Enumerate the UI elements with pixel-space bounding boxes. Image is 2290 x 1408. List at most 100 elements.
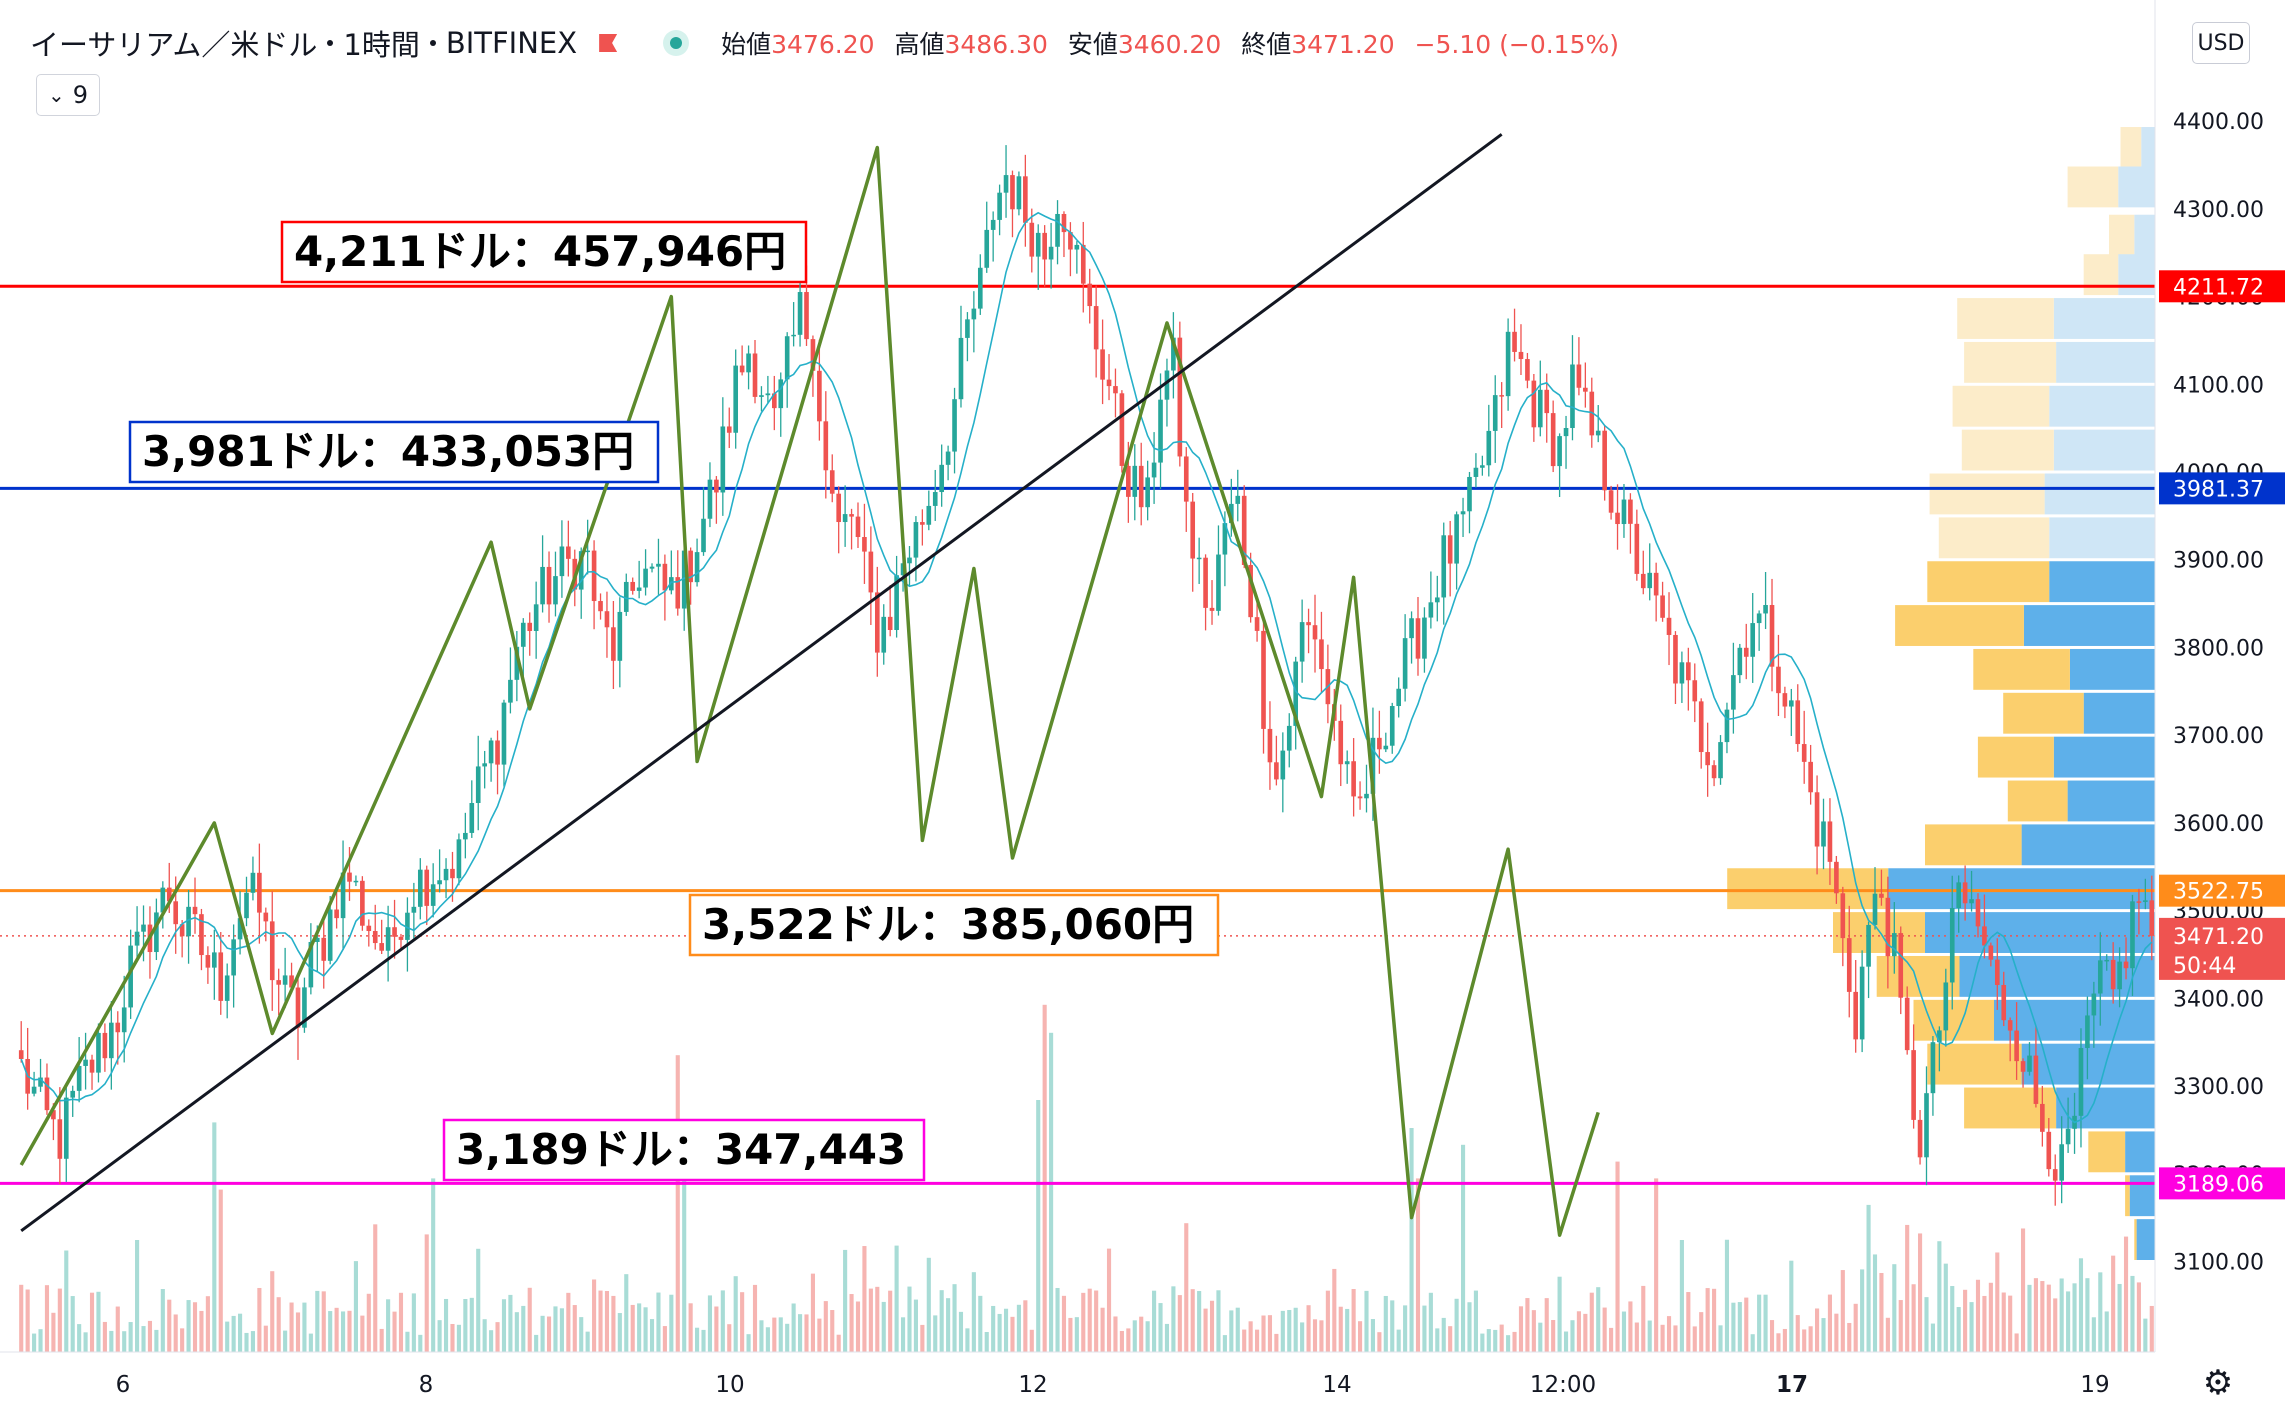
volume-bar	[656, 1292, 661, 1352]
volume-bar	[1641, 1285, 1646, 1352]
volume-bar	[1943, 1263, 1948, 1352]
volume-bar	[1287, 1309, 1292, 1352]
candle-body	[44, 1077, 50, 1111]
symbol-name[interactable]: イーサリアム／米ドル	[30, 28, 318, 62]
flag-icon[interactable]	[597, 32, 619, 54]
gear-icon[interactable]: ⚙	[2203, 1363, 2233, 1403]
ohlc-readout: 始値3476.20 高値3486.30 安値3460.20 終値3471.20 …	[721, 25, 1631, 61]
candle-body	[1306, 622, 1311, 626]
volume-bar	[1596, 1287, 1601, 1352]
level-annotation-box[interactable]	[280, 220, 808, 284]
volume-profile-up-bar	[2125, 1131, 2155, 1173]
candle-body	[57, 1119, 63, 1159]
indicators-toggle-button[interactable]: ⌄ 9	[36, 74, 100, 116]
candle-body	[1769, 605, 1775, 667]
candle-body	[611, 627, 616, 661]
candle-body	[411, 906, 417, 913]
candle-body	[1190, 501, 1196, 559]
volume-bar	[1956, 1307, 1961, 1352]
y-tick-label: 4300.00	[2173, 198, 2264, 223]
trend-line[interactable]	[20, 133, 1503, 1233]
volume-bar	[1557, 1276, 1562, 1352]
interval-label[interactable]: 1時間	[343, 28, 420, 62]
candle-body	[1776, 666, 1781, 694]
candle-body	[726, 426, 732, 433]
candle-body	[109, 1022, 114, 1059]
candle-body	[1267, 728, 1273, 763]
zigzag-line[interactable]	[19, 145, 1600, 1237]
volume-bar	[572, 1305, 577, 1352]
volume-bar	[1538, 1322, 1543, 1352]
volume-bar	[785, 1323, 790, 1352]
volume-bar	[1879, 1272, 1884, 1352]
volume-bar	[295, 1312, 301, 1352]
candle-body	[1634, 523, 1640, 574]
currency-button[interactable]: USD	[2192, 22, 2250, 64]
volume-bar	[2078, 1258, 2084, 1352]
chevron-down-icon: ⌄	[47, 83, 65, 107]
candle-body	[1274, 762, 1279, 780]
candle-body	[559, 546, 565, 577]
candle-body	[907, 557, 912, 564]
level-annotation-box[interactable]	[442, 1118, 926, 1182]
level-annotation-box[interactable]	[688, 893, 1220, 957]
volume-profile-down-bar	[1973, 648, 2070, 690]
volume-bar	[1950, 1286, 1955, 1352]
volume-bar	[2111, 1255, 2116, 1352]
volume-bar	[1351, 1289, 1356, 1352]
volume-profile-up-bar	[2056, 1087, 2155, 1129]
volume-bar	[405, 1331, 410, 1352]
volume-bar	[1493, 1329, 1498, 1352]
volume-bar	[566, 1292, 571, 1352]
volume-bar	[1776, 1333, 1781, 1352]
separator-dot	[429, 40, 436, 46]
time-axis-background	[0, 1352, 2290, 1404]
candle-body	[1492, 395, 1498, 431]
volume-bar	[984, 1331, 989, 1352]
volume-bar	[1049, 1032, 1054, 1352]
volume-bar	[598, 1290, 603, 1352]
candle-body	[1647, 572, 1653, 589]
candle-body	[250, 872, 256, 893]
candle-body	[334, 909, 339, 919]
volume-bar	[1757, 1294, 1762, 1352]
volume-bar	[1087, 1288, 1092, 1352]
volume-bar	[2001, 1292, 2006, 1352]
candle-body	[1898, 933, 1904, 998]
volume-bar	[1563, 1331, 1569, 1352]
level-annotation-box[interactable]	[128, 420, 660, 484]
volume-bar	[1345, 1308, 1350, 1352]
volume-bar	[1203, 1308, 1208, 1352]
candle-body	[1602, 430, 1607, 491]
volume-bar	[592, 1279, 597, 1352]
candle-body	[1563, 428, 1569, 437]
level-annotation-text: 3,189ドル：347,443	[456, 1125, 906, 1174]
candle-body	[952, 399, 957, 452]
volume-bar	[1724, 1239, 1730, 1352]
y-tick-label: 3100.00	[2173, 1251, 2264, 1276]
volume-bar	[25, 1289, 30, 1352]
candle-body	[836, 493, 842, 523]
volume-bar	[1847, 1322, 1852, 1352]
volume-profile-up-bar	[2053, 298, 2155, 339]
candle-body	[1286, 725, 1292, 751]
candle-body	[739, 365, 745, 373]
candle-body	[70, 1090, 76, 1098]
volume-bar	[1106, 1248, 1112, 1352]
candle-body	[1055, 213, 1060, 247]
volume-bar	[2014, 1333, 2019, 1352]
candle-body	[475, 766, 481, 804]
candle-body	[765, 393, 771, 396]
candle-body	[701, 518, 706, 553]
volume-bar	[231, 1315, 236, 1352]
volume-profile-down-bar	[1961, 429, 2054, 471]
candle-body	[192, 906, 198, 915]
volume-bar	[1473, 1290, 1478, 1352]
candle-body	[842, 514, 848, 523]
volume-bar	[51, 1312, 56, 1352]
volume-bar	[1525, 1298, 1530, 1352]
candle-body	[1119, 393, 1125, 466]
candle-body	[1409, 618, 1414, 639]
